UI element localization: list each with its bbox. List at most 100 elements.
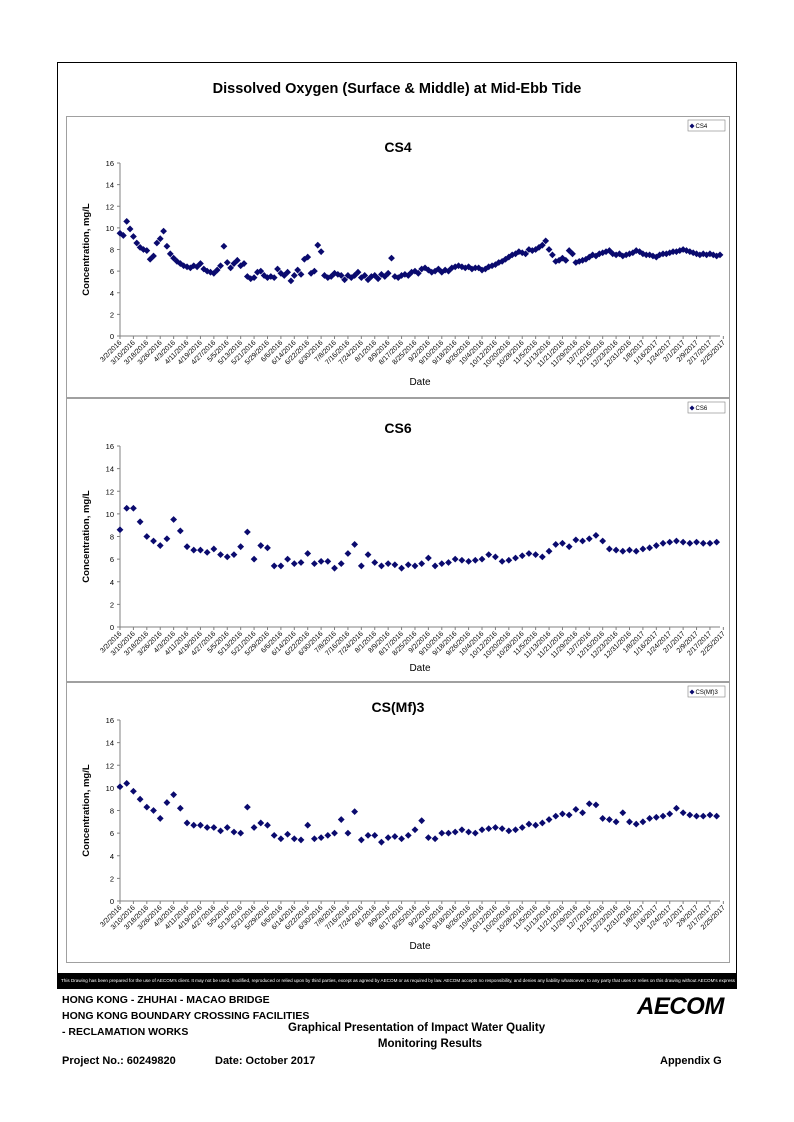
cs6-data-point xyxy=(163,535,171,543)
cs6-data-point xyxy=(713,538,721,546)
cs-mf-3-data-point xyxy=(471,829,479,837)
cs6-data-point xyxy=(673,537,680,545)
cs6-data-point xyxy=(626,546,633,554)
cs6-data-point xyxy=(404,561,412,569)
cs6-data-point xyxy=(585,535,593,543)
cs-mf-3-data-point xyxy=(538,819,546,827)
cs4-data-point xyxy=(150,252,157,260)
cs6-data-point xyxy=(331,564,338,572)
cs-mf-3-data-point xyxy=(572,805,580,813)
cs6-y-tick-label: 0 xyxy=(110,623,114,632)
cs6-data-point xyxy=(344,550,352,557)
cs-mf-3-data-point xyxy=(713,812,721,820)
cs-mf-3-data-point xyxy=(693,812,700,820)
cs4-y-tick-label: 0 xyxy=(110,332,114,341)
cs6-y-tick-label: 2 xyxy=(110,600,114,609)
cs6-data-point xyxy=(398,564,405,572)
cs4-legend-label: CS4 xyxy=(696,124,708,130)
cs6-data-point xyxy=(572,536,580,544)
cs4-data-point xyxy=(173,257,181,265)
cs-mf-3-legend-marker xyxy=(689,689,695,695)
cs4-data-point xyxy=(401,270,409,278)
cs6-data-point xyxy=(646,544,654,552)
cs-mf-3-data-point xyxy=(190,821,198,829)
cs4-data-point xyxy=(180,262,188,270)
cs-mf-3-data-point xyxy=(666,810,674,818)
cs6-data-point xyxy=(116,526,124,534)
cs4-data-point xyxy=(156,235,164,243)
cs6-y-tick-label: 10 xyxy=(106,510,114,519)
chart-cs6: CS6CS602468101214163/2/20163/10/20163/18… xyxy=(81,401,727,674)
cs6-legend-marker xyxy=(689,405,695,411)
cs-mf-3-data-point xyxy=(559,810,566,818)
cs4-data-point xyxy=(461,264,469,272)
cs-mf-3-y-tick-label: 16 xyxy=(106,716,114,725)
cs-mf-3-data-point xyxy=(418,817,426,825)
cs4-y-tick-label: 6 xyxy=(110,267,114,276)
cs-mf-3-data-point xyxy=(284,830,291,838)
cs6-data-point xyxy=(284,555,291,563)
cs6-data-point xyxy=(150,537,157,545)
cs-mf-3-data-point xyxy=(525,820,533,828)
cs4-legend-marker xyxy=(689,123,695,129)
cs4-data-point xyxy=(502,255,509,263)
cs4-data-point xyxy=(431,267,439,275)
cs6-data-point xyxy=(538,553,546,561)
cs-mf-3-data-point xyxy=(699,812,707,820)
drawing-heading-line-2: Monitoring Results xyxy=(377,1038,483,1050)
cs-mf-3-data-point xyxy=(592,801,600,809)
cs-mf-3-data-point xyxy=(404,831,412,839)
cs6-data-point xyxy=(592,531,600,539)
cs6-data-point xyxy=(518,552,526,560)
cs-mf-3-data-point xyxy=(324,831,332,839)
cs6-data-point xyxy=(699,539,707,547)
cs-mf-3-data-point xyxy=(605,816,613,823)
cs4-legend: CS4 xyxy=(687,119,726,132)
cs-mf-3-data-point xyxy=(257,819,265,827)
cs4-data-point xyxy=(522,250,529,258)
cs-mf-3-data-point xyxy=(706,811,714,819)
cs6-legend-label: CS6 xyxy=(696,406,708,412)
cs4-data-point xyxy=(361,272,369,279)
cs4-data-point xyxy=(693,250,700,258)
cs6-data-point xyxy=(257,542,265,549)
cs6-data-point xyxy=(532,551,540,558)
cs6-data-point xyxy=(371,559,379,566)
cs-mf-3-data-point xyxy=(639,818,647,826)
cs-mf-3-data-point xyxy=(143,803,151,811)
cs4-data-point xyxy=(163,242,171,250)
drawing-frame: Dissolved Oxygen (Surface & Middle) at M… xyxy=(57,62,737,989)
cs-mf-3-data-point xyxy=(411,826,419,834)
cs-mf-3-data-point xyxy=(646,815,654,822)
cs4-data-point xyxy=(354,268,362,276)
cs6-y-axis-title: Concentration, mg/L xyxy=(81,490,92,583)
cs-mf-3-data-point xyxy=(686,811,694,819)
cs6-data-point xyxy=(237,543,245,551)
cs4-data-point xyxy=(673,248,680,256)
cs-mf-3-y-axis-title: Concentration, mg/L xyxy=(81,764,92,857)
cs6-data-point xyxy=(317,557,325,565)
cs6-y-tick-label: 12 xyxy=(106,487,114,496)
cs4-x-axis-title: Date xyxy=(409,377,431,388)
cs4-y-tick-label: 8 xyxy=(110,246,114,255)
drawing-heading-line-1: Graphical Presentation of Impact Water Q… xyxy=(288,1022,546,1034)
cs4-data-point xyxy=(545,246,553,253)
aecom-logo-text: AECOM xyxy=(636,993,725,1019)
cs-mf-3-data-point xyxy=(679,809,687,817)
cs-mf-3-data-point xyxy=(424,834,432,842)
cs4-data-point xyxy=(455,262,462,270)
cs6-data-point xyxy=(652,542,660,549)
cs4-data-point xyxy=(549,251,556,259)
cs4-data-point xyxy=(515,248,523,256)
cs-mf-3-data-point xyxy=(203,824,211,831)
cs6-data-point xyxy=(203,548,211,556)
appendix-label: Appendix G xyxy=(660,1055,722,1067)
cs6-data-point xyxy=(176,527,184,535)
cs4-data-point xyxy=(616,250,623,258)
cs-mf-3-data-point xyxy=(632,820,640,828)
cs4-y-tick-label: 12 xyxy=(106,202,114,211)
cs6-data-point xyxy=(243,528,251,536)
cs4-data-point xyxy=(257,267,265,275)
cs6-data-point xyxy=(498,557,506,565)
cs4-data-point xyxy=(250,274,258,282)
